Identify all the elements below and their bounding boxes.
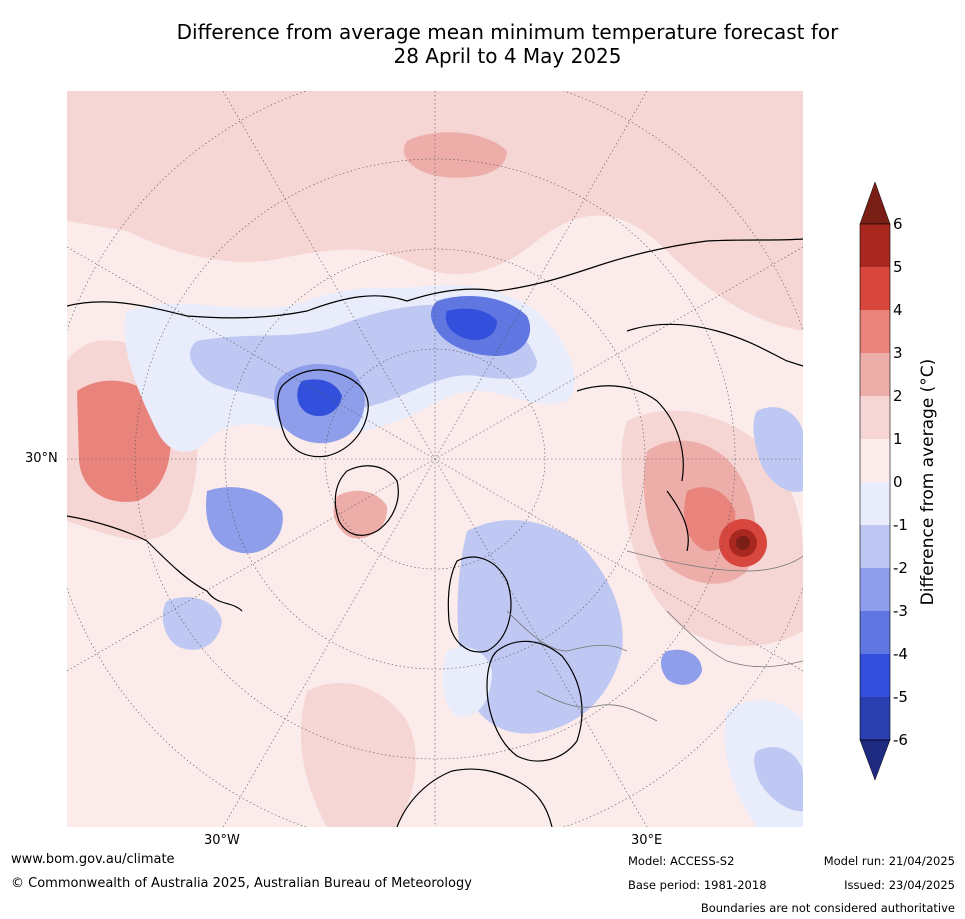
anomaly-region-east-cool bbox=[753, 407, 803, 492]
colorbar-tick: 4 bbox=[893, 301, 903, 319]
colorbar bbox=[855, 180, 895, 786]
longitude-label-30e: 30°E bbox=[631, 833, 663, 848]
anomaly-region-pacific-cool bbox=[162, 597, 222, 650]
anomaly-region-baikal-core bbox=[736, 536, 750, 550]
colorbar-bin-m4-m3 bbox=[860, 611, 890, 654]
colorbar-bin-4-5 bbox=[860, 267, 890, 310]
anomaly-region-canada-cool bbox=[206, 487, 283, 554]
colorbar-tick: 0 bbox=[893, 473, 903, 491]
colorbar-bin-1-2 bbox=[860, 396, 890, 439]
anomaly-region-north-pacific-core bbox=[77, 380, 171, 502]
colorbar-title: Difference from average (°C) bbox=[918, 358, 938, 606]
colorbar-tick: 2 bbox=[893, 387, 903, 405]
colorbar-bin-m5-m4 bbox=[860, 654, 890, 697]
country-borders bbox=[506, 550, 803, 722]
colorbar-bin-m1-0 bbox=[860, 482, 890, 525]
colorbar-tick: 1 bbox=[893, 430, 903, 448]
colorbar-tick: 5 bbox=[893, 258, 903, 276]
title-line-2: 28 April to 4 May 2025 bbox=[393, 44, 622, 68]
graticule bbox=[67, 91, 803, 827]
colorbar-bin-m6-m5 bbox=[860, 697, 890, 740]
anomaly-region-europe-cool bbox=[457, 520, 623, 734]
latitude-label-30n: 30°N bbox=[25, 451, 58, 466]
footer-base-period: Base period: 1981-2018 bbox=[628, 878, 767, 892]
colorbar-bin-2-3 bbox=[860, 353, 890, 396]
colorbar-under-arrow bbox=[859, 739, 891, 781]
footer-url-link[interactable]: www.bom.gov.au/climate bbox=[11, 852, 175, 867]
colorbar-tick: 3 bbox=[893, 344, 903, 362]
title-line-1: Difference from average mean minimum tem… bbox=[176, 20, 839, 44]
anomaly-region-northeast-warm bbox=[537, 91, 803, 155]
anomaly-region-asia-cool bbox=[661, 649, 702, 685]
colorbar-tick: 6 bbox=[893, 215, 903, 233]
colorbar-bin-5-6 bbox=[860, 224, 890, 267]
colorbar-bin-3-4 bbox=[860, 310, 890, 353]
colorbar-tick: -4 bbox=[893, 645, 908, 663]
anomaly-region-top-warm-3 bbox=[403, 132, 507, 178]
anomaly-region-top-warm-2 bbox=[177, 120, 354, 188]
colorbar-tick: -3 bbox=[893, 602, 908, 620]
colorbar-bin-m2-m1 bbox=[860, 525, 890, 568]
chart-title: Difference from average mean minimum tem… bbox=[0, 20, 965, 68]
colorbar-tick: -5 bbox=[893, 688, 908, 706]
colorbar-bin-0-1 bbox=[860, 439, 890, 482]
footer-issued: Issued: 23/04/2025 bbox=[844, 878, 955, 892]
footer-boundaries-note: Boundaries are not considered authoritat… bbox=[700, 901, 955, 915]
footer-model: Model: ACCESS-S2 bbox=[628, 854, 735, 868]
footer-model-run: Model run: 21/04/2025 bbox=[823, 854, 955, 868]
colorbar-bin-m3-m2 bbox=[860, 568, 890, 611]
anomaly-region-south-warm bbox=[300, 682, 416, 827]
anomaly-region-southeast-cool-2 bbox=[754, 747, 803, 812]
colorbar-tick: -6 bbox=[893, 731, 908, 749]
anomaly-region-greenland-core bbox=[297, 379, 342, 417]
footer-copyright: © Commonwealth of Australia 2025, Austra… bbox=[11, 876, 472, 891]
longitude-label-30w: 30°W bbox=[204, 833, 240, 848]
colorbar-tick: -1 bbox=[893, 516, 908, 534]
anomaly-region-siberian-core bbox=[445, 308, 497, 341]
coastlines bbox=[67, 238, 803, 827]
colorbar-over-arrow bbox=[859, 181, 891, 225]
colorbar-tick: -2 bbox=[893, 559, 908, 577]
forecast-map bbox=[67, 91, 803, 827]
anomaly-region-greenland-warm bbox=[333, 490, 388, 539]
